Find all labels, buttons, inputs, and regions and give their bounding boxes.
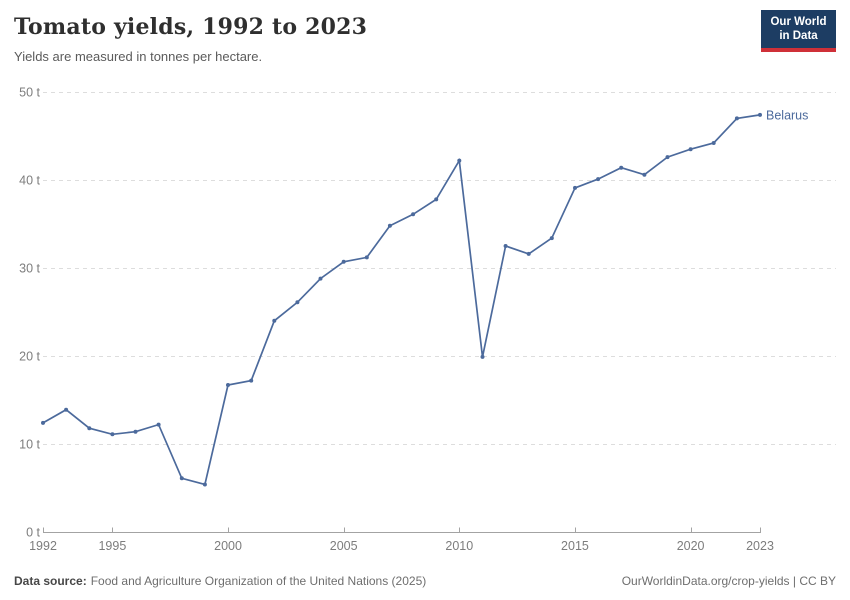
x-tick-label: 2015 [561,539,589,553]
data-point[interactable] [341,259,346,264]
data-point[interactable] [480,354,485,359]
data-point[interactable] [110,432,115,437]
data-point[interactable] [596,177,601,182]
data-point[interactable] [457,158,462,163]
y-tick-label: 40 t [19,174,40,188]
data-point[interactable] [64,407,69,412]
y-tick-label: 50 t [19,86,40,100]
data-point[interactable] [665,155,670,160]
page-title: Tomato yields, 1992 to 2023 [14,14,368,40]
data-point[interactable] [202,482,207,487]
data-source-text: Food and Agriculture Organization of the… [90,574,427,588]
data-point[interactable] [387,223,392,228]
x-tick-label: 2000 [214,539,242,553]
data-source: Data source: Food and Agriculture Organiz… [14,574,426,588]
y-tick-label: 10 t [19,438,40,452]
data-point[interactable] [503,244,508,248]
x-tick-label: 2023 [746,539,774,553]
data-point[interactable] [573,185,577,190]
y-tick-label: 30 t [19,262,40,276]
chart-footer: Data source: Food and Agriculture Organiz… [14,574,836,588]
data-point[interactable] [734,116,739,121]
data-point[interactable] [758,112,762,117]
data-point[interactable] [711,141,716,145]
data-point[interactable] [249,378,254,383]
data-point[interactable] [156,422,161,427]
data-point[interactable] [688,147,693,152]
data-point[interactable] [411,212,416,217]
data-point[interactable] [549,236,554,241]
x-tick-label: 1995 [98,539,126,553]
data-source-label: Data source: [14,574,87,588]
x-tick-label: 2005 [330,539,358,553]
x-tick-label: 2020 [677,539,705,553]
owid-logo-line2: in Data [779,30,818,42]
credit-link[interactable]: OurWorldinData.org/crop-yields | CC BY [621,574,836,588]
data-point[interactable] [642,172,647,177]
data-point[interactable] [318,276,323,281]
data-point[interactable] [87,426,92,431]
data-point[interactable] [179,476,184,481]
data-point[interactable] [434,197,439,202]
data-point[interactable] [226,383,230,387]
series-end-label[interactable]: Belarus [766,108,808,122]
data-point[interactable] [295,300,300,305]
data-point[interactable] [619,165,624,170]
x-tick-label: 1992 [29,539,57,553]
owid-logo[interactable]: Our World in Data [761,10,836,52]
data-point[interactable] [41,420,45,425]
y-tick-label: 20 t [19,350,40,364]
chart-header: Tomato yields, 1992 to 2023 Yields are m… [14,10,836,64]
data-point[interactable] [526,251,531,256]
data-point[interactable] [364,255,369,260]
data-point[interactable] [272,318,277,323]
x-tick-label: 2010 [445,539,473,553]
data-point[interactable] [133,429,138,434]
y-tick-label: 0 t [26,526,40,540]
series-line-belarus[interactable] [42,114,761,486]
owid-logo-line1: Our World [770,16,827,28]
page-subtitle: Yields are measured in tonnes per hectar… [14,49,263,64]
